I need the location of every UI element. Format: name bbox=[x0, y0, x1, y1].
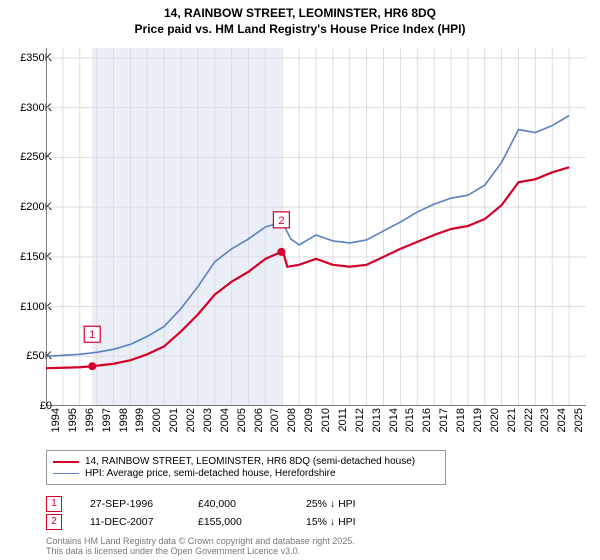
annotation-marker-2: 2 bbox=[46, 514, 62, 530]
svg-text:1: 1 bbox=[89, 329, 95, 341]
chart-plot-area: 12 bbox=[46, 48, 586, 406]
x-tick-label: 2018 bbox=[455, 408, 467, 444]
annotation-price-1: £40,000 bbox=[198, 498, 278, 510]
copyright-line-2: This data is licensed under the Open Gov… bbox=[46, 546, 355, 556]
x-tick-label: 2023 bbox=[539, 408, 551, 444]
legend-item-hpi: HPI: Average price, semi-detached house,… bbox=[53, 468, 439, 479]
legend-swatch-price-paid bbox=[53, 461, 79, 463]
x-tick-label: 2021 bbox=[506, 408, 518, 444]
x-tick-label: 2011 bbox=[337, 408, 349, 444]
copyright-line-1: Contains HM Land Registry data © Crown c… bbox=[46, 536, 355, 546]
chart-svg: 12 bbox=[46, 48, 586, 406]
x-tick-label: 2017 bbox=[438, 408, 450, 444]
annotation-delta-2: 15% ↓ HPI bbox=[306, 516, 386, 528]
x-tick-label: 1994 bbox=[50, 408, 62, 444]
x-tick-label: 2000 bbox=[151, 408, 163, 444]
x-tick-label: 2020 bbox=[489, 408, 501, 444]
title-line-1: 14, RAINBOW STREET, LEOMINSTER, HR6 8DQ bbox=[0, 6, 600, 22]
legend-label-hpi: HPI: Average price, semi-detached house,… bbox=[85, 468, 336, 479]
legend: 14, RAINBOW STREET, LEOMINSTER, HR6 8DQ … bbox=[46, 450, 446, 485]
x-tick-label: 2019 bbox=[472, 408, 484, 444]
annotation-row-2: 2 11-DEC-2007 £155,000 15% ↓ HPI bbox=[46, 514, 386, 530]
x-tick-label: 2006 bbox=[253, 408, 265, 444]
x-tick-label: 2009 bbox=[303, 408, 315, 444]
legend-swatch-hpi bbox=[53, 473, 79, 474]
annotation-price-2: £155,000 bbox=[198, 516, 278, 528]
x-tick-label: 1999 bbox=[134, 408, 146, 444]
chart-container: 14, RAINBOW STREET, LEOMINSTER, HR6 8DQ … bbox=[0, 0, 600, 560]
legend-item-price-paid: 14, RAINBOW STREET, LEOMINSTER, HR6 8DQ … bbox=[53, 456, 439, 467]
annotation-date-2: 11-DEC-2007 bbox=[90, 516, 170, 528]
x-tick-label: 2007 bbox=[269, 408, 281, 444]
x-tick-label: 2024 bbox=[556, 408, 568, 444]
x-tick-label: 2008 bbox=[286, 408, 298, 444]
x-tick-label: 2025 bbox=[573, 408, 585, 444]
x-tick-label: 2022 bbox=[523, 408, 535, 444]
annotation-marker-1: 1 bbox=[46, 496, 62, 512]
x-tick-label: 2014 bbox=[388, 408, 400, 444]
x-tick-label: 1995 bbox=[67, 408, 79, 444]
title-line-2: Price paid vs. HM Land Registry's House … bbox=[0, 22, 600, 38]
annotation-date-1: 27-SEP-1996 bbox=[90, 498, 170, 510]
x-tick-label: 2003 bbox=[202, 408, 214, 444]
x-tick-label: 2013 bbox=[371, 408, 383, 444]
svg-text:2: 2 bbox=[278, 215, 284, 227]
x-tick-label: 1997 bbox=[101, 408, 113, 444]
x-tick-label: 1998 bbox=[118, 408, 130, 444]
x-tick-label: 2010 bbox=[320, 408, 332, 444]
annotation-table: 1 27-SEP-1996 £40,000 25% ↓ HPI 2 11-DEC… bbox=[46, 494, 386, 532]
annotation-row-1: 1 27-SEP-1996 £40,000 25% ↓ HPI bbox=[46, 496, 386, 512]
x-tick-label: 2001 bbox=[168, 408, 180, 444]
x-tick-label: 2015 bbox=[404, 408, 416, 444]
copyright-notice: Contains HM Land Registry data © Crown c… bbox=[46, 536, 355, 557]
x-tick-label: 2004 bbox=[219, 408, 231, 444]
x-tick-label: 1996 bbox=[84, 408, 96, 444]
x-tick-label: 2002 bbox=[185, 408, 197, 444]
x-tick-label: 2012 bbox=[354, 408, 366, 444]
x-tick-label: 2005 bbox=[236, 408, 248, 444]
annotation-delta-1: 25% ↓ HPI bbox=[306, 498, 386, 510]
x-tick-label: 2016 bbox=[421, 408, 433, 444]
legend-label-price-paid: 14, RAINBOW STREET, LEOMINSTER, HR6 8DQ … bbox=[85, 456, 415, 467]
chart-title: 14, RAINBOW STREET, LEOMINSTER, HR6 8DQ … bbox=[0, 0, 600, 37]
